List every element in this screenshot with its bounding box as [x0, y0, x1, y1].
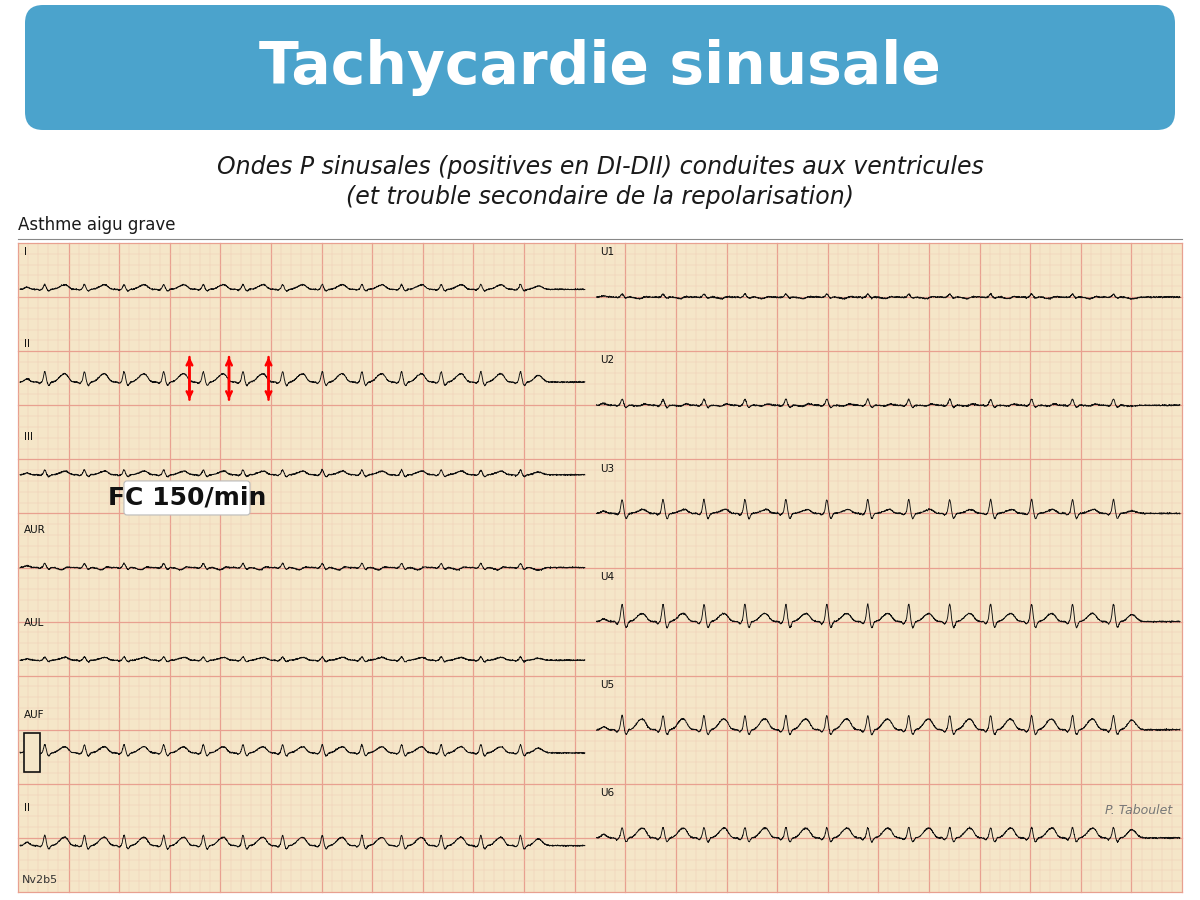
Text: U1: U1 — [600, 248, 614, 257]
FancyBboxPatch shape — [124, 481, 250, 515]
Text: II: II — [24, 339, 30, 349]
Text: U5: U5 — [600, 680, 614, 690]
Text: AUF: AUF — [24, 710, 44, 720]
Text: Asthme aigu grave: Asthme aigu grave — [18, 216, 175, 234]
Text: U4: U4 — [600, 572, 614, 581]
Text: I: I — [24, 247, 28, 256]
FancyBboxPatch shape — [25, 5, 1175, 130]
Bar — [24, 734, 40, 772]
Text: Tachycardie sinusale: Tachycardie sinusale — [259, 39, 941, 96]
Text: FC 150/min: FC 150/min — [108, 486, 266, 510]
Text: AUL: AUL — [24, 617, 44, 627]
Text: AUR: AUR — [24, 525, 46, 535]
Text: (et trouble secondaire de la repolarisation): (et trouble secondaire de la repolarisat… — [346, 185, 854, 209]
Text: U3: U3 — [600, 464, 614, 473]
Text: II: II — [24, 803, 30, 813]
Bar — [18, 243, 1182, 892]
Text: Nv2b5: Nv2b5 — [22, 875, 58, 885]
Text: III: III — [24, 432, 34, 442]
Text: U2: U2 — [600, 356, 614, 365]
Text: Ondes P sinusales (positives en DI-DII) conduites aux ventricules: Ondes P sinusales (positives en DI-DII) … — [217, 155, 983, 179]
Text: U6: U6 — [600, 788, 614, 798]
Text: P. Taboulet: P. Taboulet — [1105, 805, 1172, 817]
